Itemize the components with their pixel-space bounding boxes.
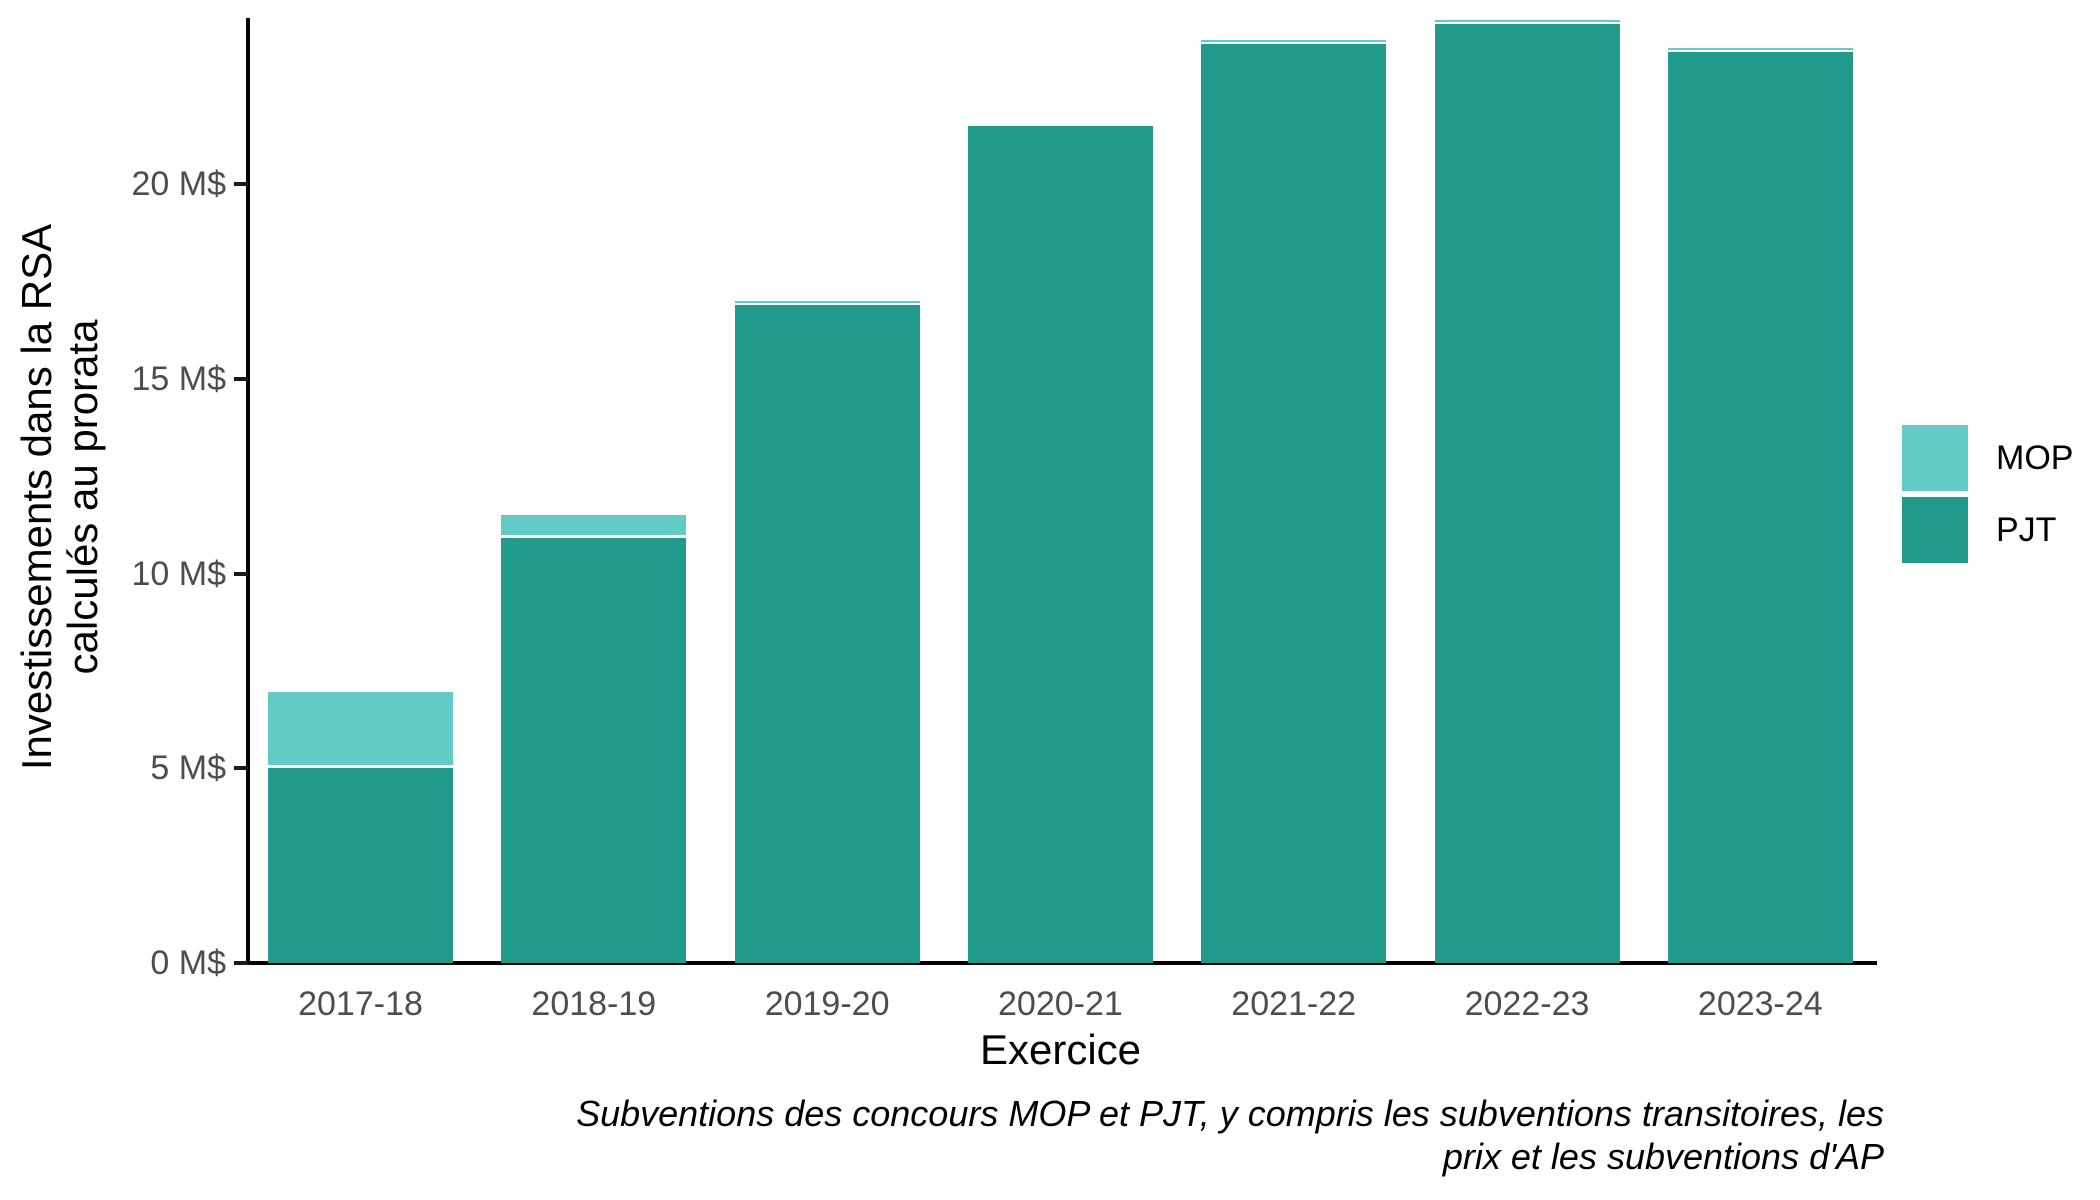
caption: Subventions des concours MOP et PJT, y c… [576, 1092, 1884, 1178]
legend-swatch-pjt [1902, 497, 1968, 563]
x-tick-label: 2017-18 [298, 985, 423, 1023]
bar-segment-pjt [268, 768, 453, 963]
y-tick-label: 5 M$ [150, 749, 226, 788]
y-axis-title-line-1: Investissements dans la RSA [13, 223, 60, 771]
y-axis-title: Investissements dans la RSA calculés au … [13, 22, 106, 972]
legend-label: MOP [1996, 438, 2074, 477]
legend-swatch-mop [1902, 425, 1968, 491]
x-axis-title: Exercice [979, 1026, 1142, 1073]
y-tick [234, 961, 248, 965]
bar-segment-pjt [1434, 24, 1620, 963]
x-tick-label: 2021-22 [1231, 985, 1357, 1023]
legend: MOP PJT [1902, 425, 2073, 569]
y-tick [234, 182, 248, 186]
bar-segment-mop [268, 692, 453, 766]
bar-segment-pjt [967, 125, 1153, 963]
y-axis-title-line-2: calculés au prorata [59, 319, 106, 675]
y-tick-label: 0 M$ [150, 944, 226, 982]
x-tick-label: 2018-19 [531, 985, 657, 1023]
y-tick [234, 766, 248, 771]
caption-line-2: prix et les subventions d'AP [1442, 1136, 1884, 1177]
x-tick-label: 2019-20 [764, 985, 890, 1023]
bar-segment-pjt [734, 304, 920, 963]
x-tick-label: 2020-21 [998, 985, 1123, 1023]
legend-label: PJT [1996, 510, 2057, 549]
y-tick-label: 20 M$ [131, 165, 227, 203]
bar-segment-pjt [1201, 43, 1387, 963]
y-tick [234, 376, 248, 381]
caption-line-1: Subventions des concours MOP et PJT, y c… [576, 1093, 1884, 1134]
legend-item: PJT [1902, 497, 2073, 563]
bar-segment-pjt [501, 538, 687, 963]
y-axis-line [246, 18, 250, 965]
bar-segment-pjt [1667, 51, 1853, 963]
y-tick-label: 15 M$ [131, 359, 227, 398]
x-tick-label: 2023-24 [1697, 985, 1823, 1023]
bar-segment-mop [1434, 20, 1620, 23]
bar-segment-mop [734, 300, 920, 303]
y-tick-label: 10 M$ [131, 554, 227, 593]
bar-segment-mop [1201, 39, 1387, 42]
bar-segment-mop [501, 515, 687, 536]
y-tick [234, 571, 248, 576]
bar-segment-mop [1667, 47, 1853, 50]
x-axis-line [246, 961, 1877, 965]
x-tick-label: 2022-23 [1464, 985, 1590, 1023]
legend-item: MOP [1902, 425, 2073, 491]
